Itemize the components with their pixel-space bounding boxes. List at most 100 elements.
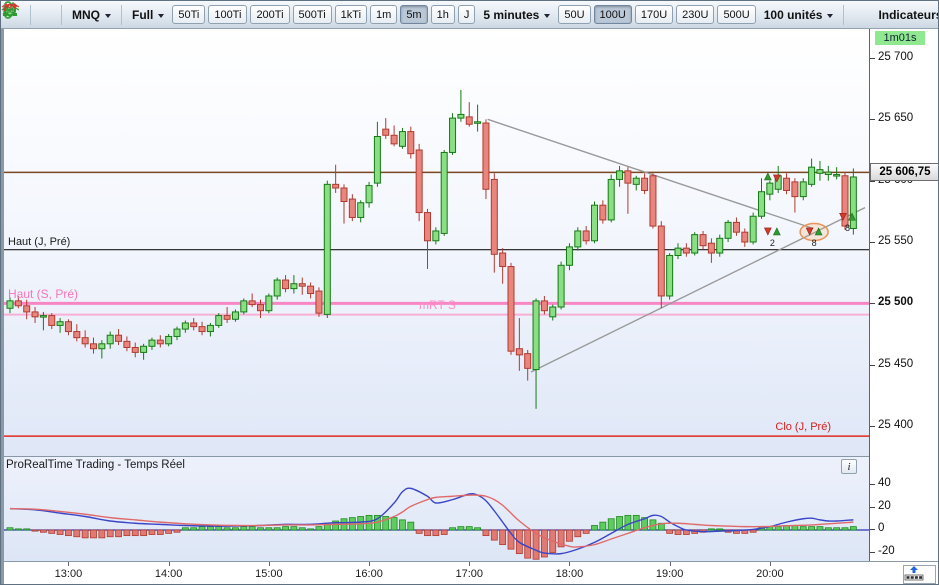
level-label-clo-j-pre: Clo (J, Pré)	[775, 421, 831, 433]
price-tick-dash	[870, 426, 875, 427]
time-tick	[669, 562, 671, 566]
candle-body	[257, 304, 264, 312]
histogram-bar	[6, 527, 14, 531]
macd-slow-line	[9, 494, 854, 548]
histogram-bar	[282, 526, 289, 531]
indicators-button[interactable]: Indicateurs	[1, 3, 939, 25]
histogram-bar	[40, 529, 47, 533]
candle-body	[81, 337, 89, 345]
candle-body	[724, 221, 732, 239]
candle-body	[73, 331, 81, 339]
candle-body	[524, 353, 532, 369]
time-label: 17:00	[455, 568, 484, 580]
time-label: 18:00	[555, 568, 584, 580]
candle-body	[323, 183, 331, 315]
instrument-dropdown[interactable]: MNQ	[67, 4, 116, 26]
candle-body	[307, 285, 315, 295]
candle-body	[758, 191, 765, 217]
indicator-panel-title: ProRealTime Trading - Temps Réel	[6, 459, 185, 471]
price-tick-dash	[870, 364, 875, 366]
histogram-bar	[424, 529, 431, 537]
unit-button-50U[interactable]: 50U	[558, 5, 591, 24]
histogram-bar	[307, 528, 315, 531]
timeframe-button-500Ti[interactable]: 500Ti	[292, 5, 332, 24]
price-tick-dash	[870, 119, 875, 121]
candle-body	[290, 283, 298, 290]
histogram-bar	[332, 520, 340, 531]
candle-body	[674, 247, 682, 256]
trade-size-label: 8	[845, 223, 850, 233]
candle-body	[407, 131, 415, 155]
restore-panel-button[interactable]	[903, 565, 936, 584]
unit-button-100U[interactable]: 100U	[593, 5, 632, 24]
timeframe-button-1kTi[interactable]: 1kTi	[334, 5, 368, 24]
candle-body	[599, 204, 607, 221]
histogram-bar	[165, 529, 173, 534]
time-tick	[268, 562, 270, 566]
candle-body	[649, 175, 657, 227]
range-dropdown[interactable]: Full	[127, 4, 169, 26]
candle-body	[115, 334, 123, 342]
timeframe-button-1m[interactable]: 1m	[370, 5, 398, 24]
histogram-bar	[432, 529, 440, 537]
timeframe-button-100Ti[interactable]: 100Ti	[208, 5, 248, 24]
window-left-border	[1, 29, 4, 584]
histogram-bar	[106, 529, 114, 538]
histogram-bar	[115, 529, 122, 538]
indicator-info-button[interactable]: i	[841, 459, 857, 474]
histogram-bar	[98, 529, 106, 539]
histogram-bar	[465, 526, 473, 531]
indicators-label: Indicateurs	[878, 7, 939, 22]
timeframe-button-J[interactable]: J	[457, 5, 476, 24]
indicator-canvas[interactable]	[1, 472, 869, 562]
unit-buttons: 50U 100U 170U 230U 500U	[558, 5, 756, 24]
histogram-bar	[532, 529, 540, 560]
histogram-bar	[666, 529, 674, 534]
link-icon[interactable]	[4, 1, 56, 25]
indicator-tick-dash	[870, 484, 875, 485]
candle-body	[282, 279, 290, 290]
histogram-bar	[716, 528, 724, 531]
histogram-bar	[582, 529, 590, 534]
candle-body	[532, 300, 540, 371]
histogram-bar	[557, 529, 565, 548]
histogram-bar	[90, 529, 97, 539]
unit-button-170U[interactable]: 170U	[634, 5, 674, 24]
histogram-bar	[524, 529, 532, 559]
timeframe-dropdown[interactable]: 5 minutes	[478, 4, 555, 26]
histogram-bar	[131, 529, 139, 537]
histogram-bar	[490, 529, 498, 541]
timeframe-button-50Ti[interactable]: 50Ti	[172, 5, 206, 24]
unit-button-230U[interactable]: 230U	[676, 5, 715, 24]
time-label: 20:00	[756, 568, 784, 580]
histogram-bar	[265, 527, 273, 531]
candle-body	[816, 169, 824, 174]
timeframe-button-200Ti[interactable]: 200Ti	[250, 5, 290, 24]
histogram-bar	[31, 529, 39, 532]
histogram-bar	[482, 529, 490, 537]
timeframe-button-5m[interactable]: 5m	[400, 5, 428, 24]
candle-body	[240, 300, 248, 313]
indicator-panel[interactable]: ProRealTime Trading - Temps Réel i	[1, 456, 869, 561]
main-chart-plot[interactable]: 2 8 8 Haut (J, Pré) Haut (S, Pré) mRT S Cl…	[1, 29, 869, 456]
unit-button-500U[interactable]: 500U	[717, 5, 756, 24]
trade-size-label: 2	[770, 238, 775, 248]
histogram-bar	[215, 526, 223, 531]
histogram-bar	[140, 529, 148, 537]
units-dropdown[interactable]: 100 unités	[759, 4, 839, 26]
candle-body	[791, 181, 799, 198]
candle-body	[190, 322, 198, 328]
histogram-bar	[156, 529, 164, 535]
histogram-bar	[457, 526, 465, 531]
time-axis[interactable]: 13:00 14:00 15:00 16:00 17:00 18:00 19:00 20:00	[1, 561, 938, 584]
level-label-haut-j-pre: Haut (J, Pré)	[8, 236, 71, 248]
panel-up-arrow-icon	[904, 566, 924, 581]
candle-body	[849, 176, 857, 230]
candle-body	[31, 311, 39, 318]
buy-arrow-icon	[814, 227, 823, 236]
candlestick-chart-canvas[interactable]: 2 8 8	[1, 29, 869, 456]
histogram-bar	[273, 527, 281, 531]
timeframe-button-1h[interactable]: 1h	[430, 5, 455, 24]
